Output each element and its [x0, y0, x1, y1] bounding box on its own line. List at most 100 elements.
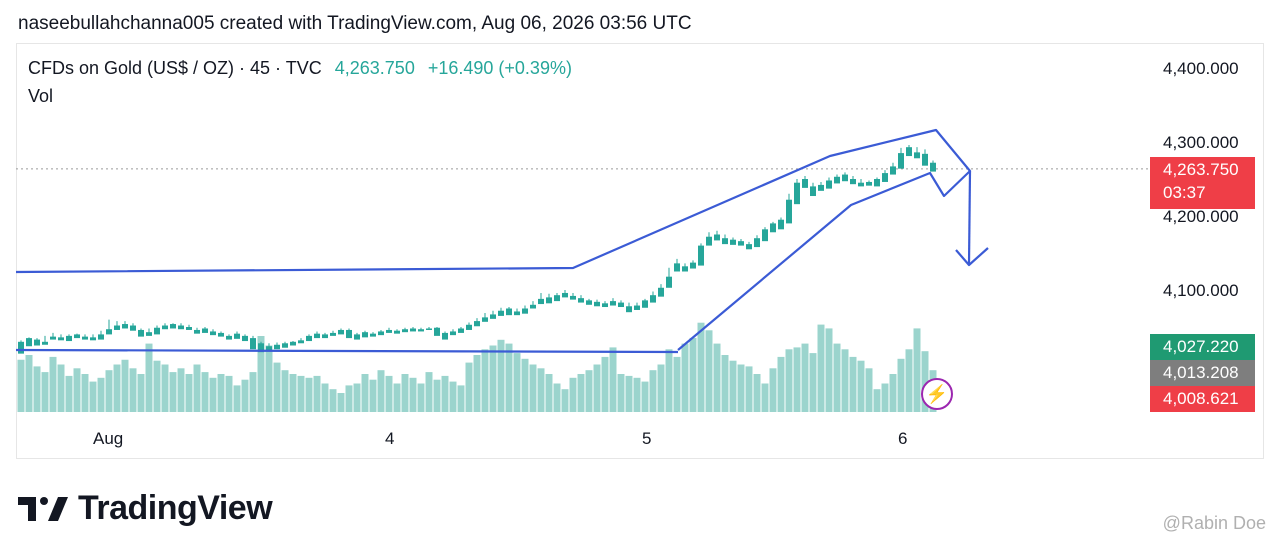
y-tick-label: 4,200.000: [1163, 207, 1239, 226]
candle: [146, 328, 152, 336]
candle: [554, 292, 560, 302]
candle: [42, 335, 48, 345]
candle: [58, 334, 64, 341]
symbol-label: CFDs on Gold (US$ / OZ) · 45 · TVC: [28, 58, 322, 78]
volume-bar: [737, 364, 745, 412]
candle: [282, 341, 288, 348]
volume-bar: [585, 370, 593, 412]
volume-bar: [401, 374, 409, 412]
volume-bar: [89, 381, 97, 412]
projection-arrow-shaft[interactable]: [967, 170, 972, 266]
watermark: @Rabin Doe: [1162, 513, 1266, 533]
volume-tag-red: 4,008.621: [1150, 386, 1255, 412]
volume-bar: [161, 364, 169, 412]
volume-bar: [561, 389, 569, 412]
candle: [530, 301, 536, 309]
volume-bar: [313, 375, 321, 412]
candle: [666, 267, 672, 288]
volume-bar: [913, 328, 921, 412]
projection-arrow-head[interactable]: [955, 247, 989, 267]
volume-bar: [633, 377, 641, 412]
candle: [170, 323, 176, 329]
candle: [698, 243, 704, 266]
volume-bar: [225, 375, 233, 412]
candle: [274, 342, 280, 350]
candle: [626, 302, 632, 313]
candle: [218, 331, 224, 337]
volume-tag-green: 4,027.220: [1150, 334, 1255, 360]
candle: [922, 149, 928, 166]
volume-bar: [825, 328, 833, 412]
candle: [418, 327, 424, 332]
volume-bar: [209, 377, 217, 412]
volume-bar: [481, 349, 489, 412]
current-price-tag: 4,263.750 03:37: [1150, 157, 1255, 209]
volume-bar: [137, 374, 145, 412]
volume-bar: [353, 383, 361, 412]
volume-bar: [553, 383, 561, 412]
candle: [546, 293, 552, 304]
volume-bar: [473, 355, 481, 412]
candle: [562, 290, 568, 298]
candle: [378, 329, 384, 336]
volume-bar: [305, 377, 313, 412]
y-tick-label: 4,300.000: [1163, 133, 1239, 152]
trend-drawings: [15, 128, 989, 354]
candle: [26, 337, 32, 347]
volume-bar: [97, 377, 105, 412]
volume-bar: [25, 355, 33, 412]
candle: [754, 235, 760, 248]
volume-bar: [681, 343, 689, 412]
volume-bar: [857, 360, 865, 412]
candle: [730, 237, 736, 245]
volume-bar: [777, 356, 785, 412]
volume-bar: [785, 349, 793, 412]
chart-frame[interactable]: [16, 43, 1264, 459]
volume-bar: [433, 379, 441, 412]
volume-bar: [513, 353, 521, 412]
candle: [474, 318, 480, 327]
volume-bar: [153, 360, 161, 412]
candle: [434, 327, 440, 336]
volume-bar: [761, 383, 769, 412]
candle: [234, 331, 240, 339]
volume-bar: [233, 385, 241, 412]
candle: [354, 332, 360, 340]
candle: [122, 321, 128, 329]
volume-bar: [673, 356, 681, 412]
candles: [18, 144, 936, 354]
channel-lower-line[interactable]: [15, 348, 679, 354]
candle: [762, 227, 768, 242]
candle: [226, 334, 232, 340]
candle: [570, 292, 576, 300]
candle: [874, 177, 880, 187]
candle: [706, 232, 712, 246]
candle: [538, 292, 544, 305]
x-tick-label: 6: [898, 429, 907, 448]
volume-bar: [169, 372, 177, 412]
lightning-icon[interactable]: ⚡: [921, 378, 953, 410]
candle: [770, 221, 776, 233]
candle: [266, 343, 272, 351]
candle: [74, 333, 80, 339]
volume-bar: [689, 337, 697, 412]
candle: [658, 284, 664, 297]
candle: [66, 334, 72, 342]
volume-bar: [489, 345, 497, 412]
volume-bar: [505, 343, 513, 412]
candle: [346, 328, 352, 339]
candle: [610, 298, 616, 306]
candle: [242, 334, 248, 342]
volume-bar: [385, 375, 393, 412]
volume-bar: [649, 370, 657, 412]
candle: [258, 341, 264, 353]
candle: [834, 174, 840, 184]
y-tick-label: 4,100.000: [1163, 281, 1239, 300]
candle: [338, 328, 344, 335]
candle: [594, 299, 600, 307]
candle: [642, 298, 648, 308]
candle: [410, 327, 416, 332]
candle: [602, 301, 608, 308]
candle: [674, 258, 680, 272]
